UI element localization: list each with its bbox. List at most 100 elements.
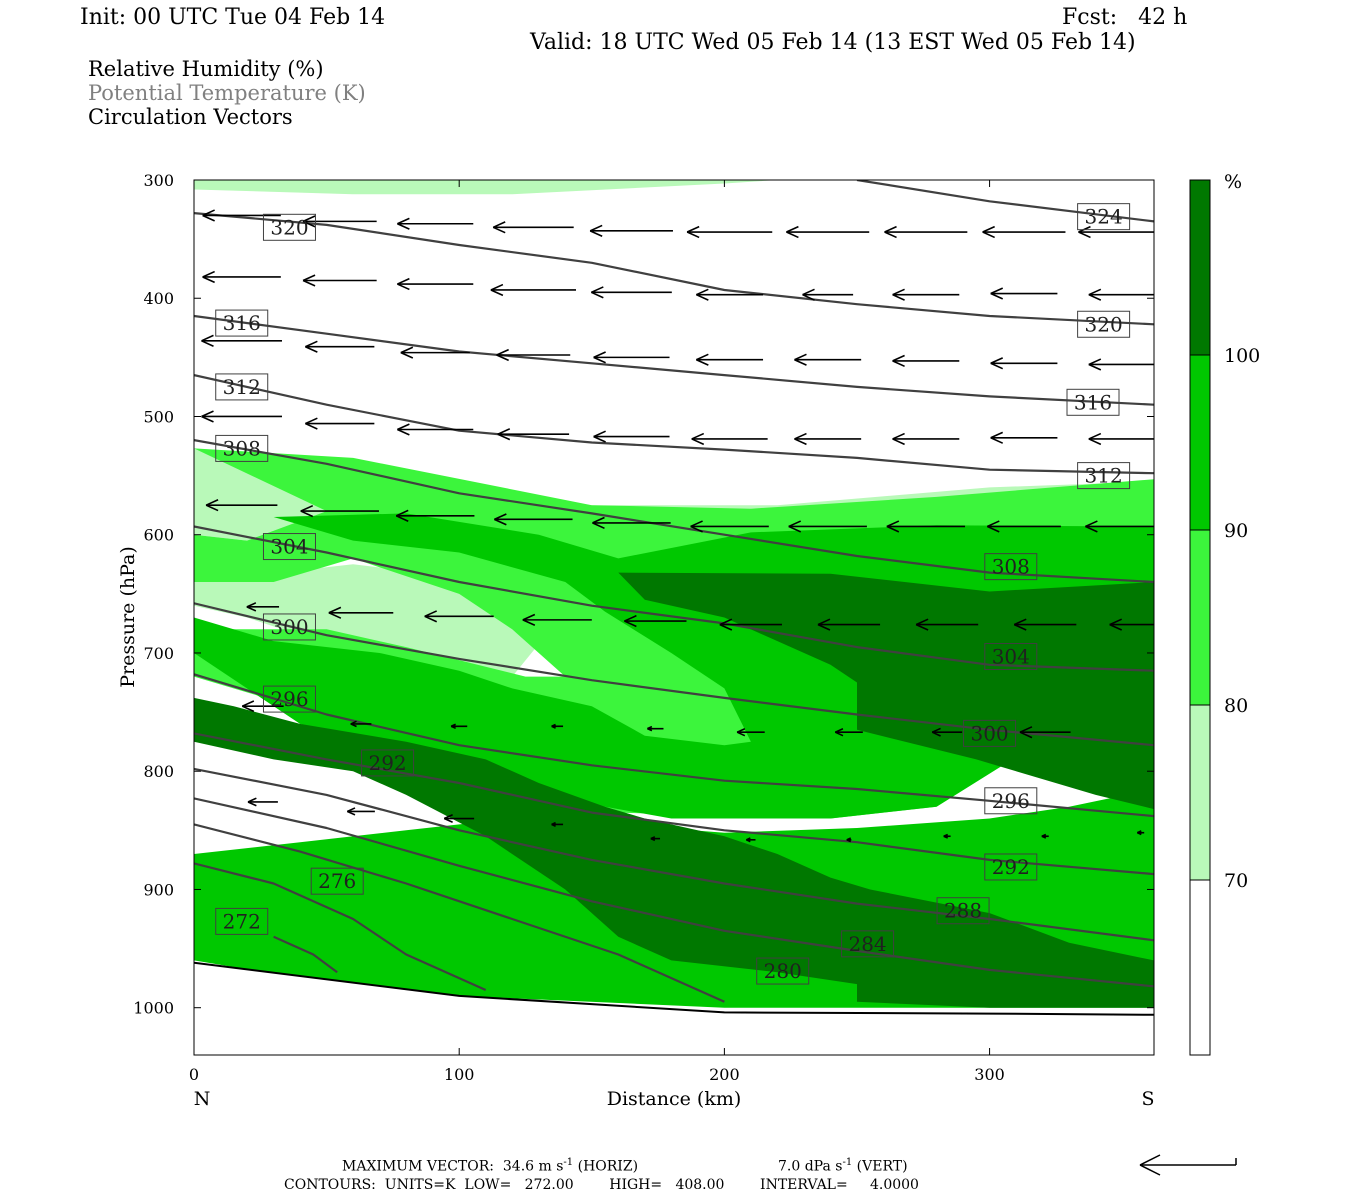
vector-head-top [492, 221, 506, 229]
rh-fill-layer [194, 180, 1154, 1008]
vector-3 [492, 221, 574, 234]
theta-label-box [1077, 203, 1131, 231]
vector-head-bottom [592, 522, 605, 530]
footer-vert-text: 7.0 dPa s [778, 1158, 843, 1175]
x-axis-title: Distance (km) [607, 1088, 742, 1110]
vector-head-bottom [696, 359, 709, 366]
vector-head-bottom [943, 835, 949, 839]
y-tick-label-1000: 1000 [133, 999, 174, 1018]
footer-sup-1: -1 [563, 1157, 574, 1168]
x-end-label-right: S [1141, 1088, 1154, 1110]
theta-label-308-7: 308 [215, 434, 269, 462]
vector-head-bottom [1085, 525, 1098, 533]
theta-label-box [984, 553, 1038, 581]
vector-head-bottom [1078, 231, 1091, 239]
vector-head-top [247, 797, 257, 803]
vector-head-bottom [593, 356, 606, 364]
x-tick-label-100: 100 [444, 1065, 475, 1084]
theta-label-288-17: 288 [936, 897, 990, 925]
vector-4 [589, 224, 673, 237]
vector-head-bottom [884, 231, 897, 239]
theta-label-272-21: 272 [215, 907, 269, 935]
vector-8 [982, 225, 1066, 239]
theta-label-box [984, 853, 1038, 881]
theta-label-276-20: 276 [310, 867, 364, 895]
vector-5 [686, 225, 773, 239]
vector-head-top [397, 423, 410, 431]
theta-label-text: 300 [970, 721, 1008, 745]
vector-head-bottom [400, 351, 414, 359]
theta-label-box [1066, 388, 1120, 416]
vector-head-bottom [745, 839, 751, 843]
footer-contours: CONTOURS: UNITS=K LOW= 272.00 HIGH= 408.… [284, 1177, 919, 1193]
theta-label-box [262, 685, 316, 713]
vector-35 [691, 432, 768, 446]
vector-29 [1088, 358, 1154, 371]
vector-0 [202, 209, 281, 222]
vector-head-top [346, 807, 356, 813]
colorbar-segment-1 [1190, 355, 1210, 530]
vector-head-top [990, 431, 1004, 439]
vector-41 [300, 504, 379, 518]
vector-head-bottom [300, 510, 314, 518]
y-tick-label-900: 900 [143, 880, 174, 899]
vector-head-bottom [892, 438, 905, 446]
theta-line-272 [273, 935, 338, 974]
vector-head-bottom [241, 705, 255, 713]
legend-potential-temperature: Potential Temperature (K) [88, 81, 366, 105]
vector-head-top [305, 340, 318, 348]
vector-head-bottom [817, 623, 831, 631]
vector-head-bottom [691, 438, 705, 446]
vector-head-bottom [443, 817, 453, 824]
vector-78 [1136, 830, 1145, 836]
vector-head-top [794, 432, 807, 440]
y-tick-label-700: 700 [143, 644, 174, 663]
theta-label-text: 276 [318, 869, 356, 893]
theta-label-box [262, 213, 316, 241]
x-tick-label-300: 300 [974, 1065, 1005, 1084]
theta-contour-layer [194, 180, 1154, 1003]
vector-68 [1019, 726, 1071, 739]
vector-71 [443, 814, 475, 824]
vector-59 [1109, 618, 1154, 631]
theta-label-box [215, 907, 269, 935]
theta-label-text: 312 [223, 375, 261, 399]
footer-max-vector: MAXIMUM VECTOR: 34.6 m s-1 (HORIZ) [342, 1158, 638, 1174]
vector-head-top [986, 520, 1000, 528]
vector-74 [745, 837, 756, 843]
vector-head-top [990, 287, 1004, 295]
vector-head-bottom [490, 289, 504, 297]
vector-44 [592, 516, 671, 530]
vector-head-top [202, 270, 215, 278]
theta-label-text: 324 [1085, 205, 1123, 229]
vector-head-top [990, 357, 1004, 365]
theta-label-308-8: 308 [984, 553, 1038, 581]
vector-70 [346, 807, 375, 816]
vector-34 [593, 430, 670, 443]
vector-head-bottom [686, 231, 700, 239]
vector-head-top [1013, 618, 1027, 626]
vector-head-bottom [931, 731, 941, 737]
vector-55 [719, 618, 782, 631]
y-tick-label-500: 500 [143, 407, 174, 426]
vector-18 [990, 287, 1058, 300]
theta-label-text: 296 [270, 687, 308, 711]
colorbar-label-80: 80 [1224, 695, 1248, 717]
vector-head-bottom [1041, 835, 1047, 839]
rh-region-70-80-0 [194, 180, 778, 195]
vector-head-bottom [397, 428, 410, 436]
vector-40 [205, 499, 278, 512]
theta-label-box [361, 749, 415, 777]
vector-2 [397, 217, 474, 230]
vector-67 [931, 727, 963, 737]
vector-head-bottom [886, 525, 900, 533]
theta-label-text: 292 [992, 855, 1030, 879]
vector-head-bottom [892, 360, 905, 368]
vector-25 [696, 353, 764, 366]
vector-head-bottom [589, 230, 603, 237]
vector-76 [943, 833, 951, 839]
theta-label-text: 280 [764, 959, 802, 983]
vector-36 [794, 432, 862, 446]
theta-label-text: 304 [992, 645, 1030, 669]
vector-head-top [590, 286, 604, 294]
